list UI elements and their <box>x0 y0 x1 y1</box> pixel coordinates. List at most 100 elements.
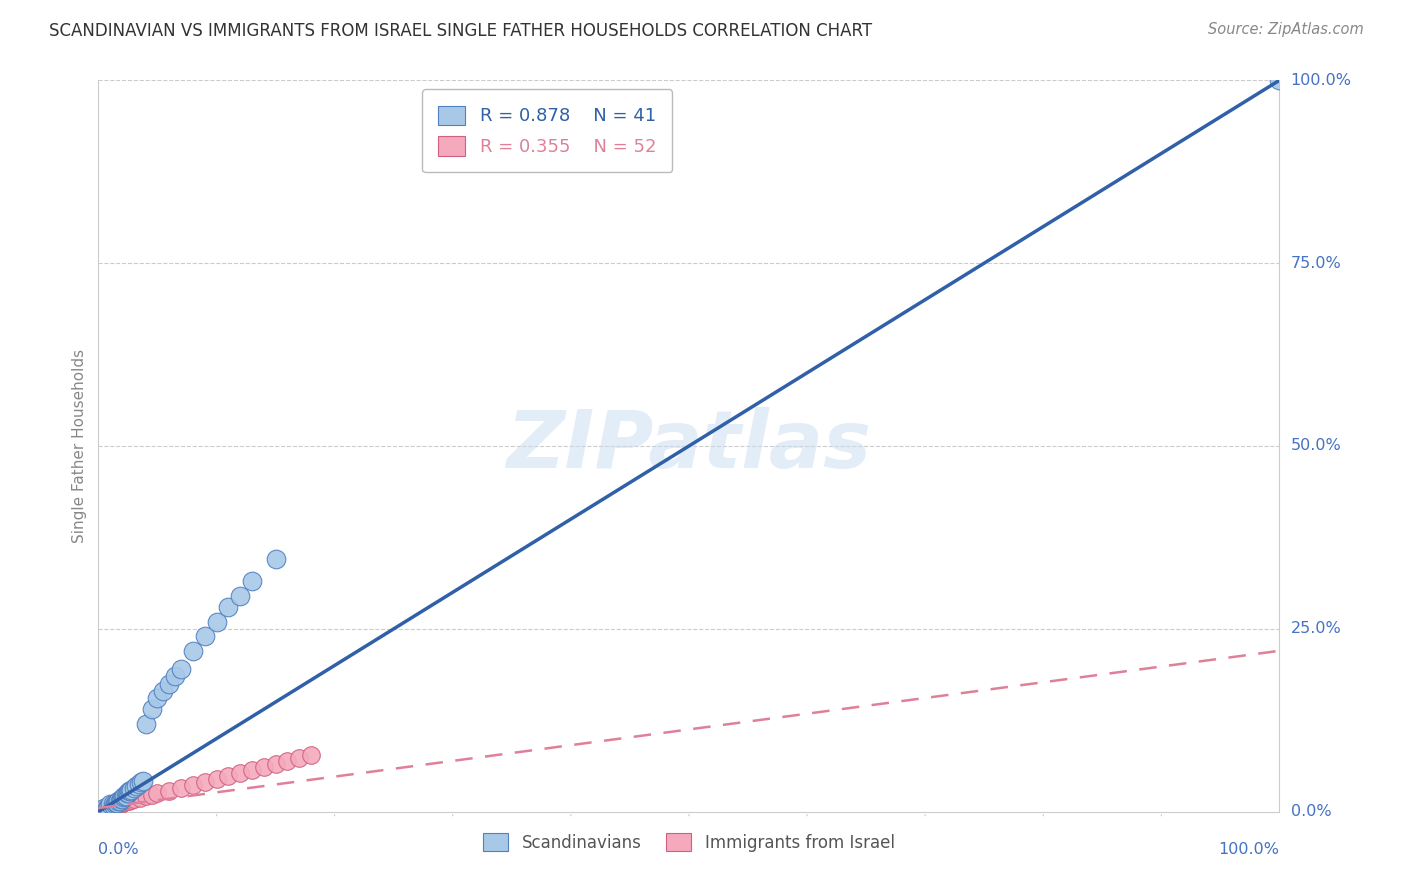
Point <box>101 797 124 812</box>
Point <box>121 793 143 807</box>
Point <box>141 788 163 802</box>
Text: Source: ZipAtlas.com: Source: ZipAtlas.com <box>1208 22 1364 37</box>
Point <box>110 797 132 811</box>
Point <box>100 799 122 814</box>
Point <box>146 691 169 706</box>
Point <box>165 669 187 683</box>
Y-axis label: Single Father Households: Single Father Households <box>72 349 87 543</box>
Point <box>194 774 217 789</box>
Point <box>264 552 287 566</box>
Point <box>105 798 128 813</box>
Point <box>181 644 204 658</box>
Point <box>132 774 155 789</box>
Point <box>96 800 118 814</box>
Point <box>97 801 120 815</box>
Point <box>111 796 134 810</box>
Text: 100.0%: 100.0% <box>1219 842 1279 857</box>
Point <box>299 748 322 763</box>
Point <box>141 702 163 716</box>
Point <box>288 751 311 765</box>
Point <box>217 769 239 783</box>
Point <box>122 792 145 806</box>
Text: SCANDINAVIAN VS IMMIGRANTS FROM ISRAEL SINGLE FATHER HOUSEHOLDS CORRELATION CHAR: SCANDINAVIAN VS IMMIGRANTS FROM ISRAEL S… <box>49 22 872 40</box>
Point <box>114 789 136 803</box>
Text: 0.0%: 0.0% <box>98 842 139 857</box>
Point <box>105 797 128 812</box>
Point <box>91 803 114 817</box>
Point <box>107 797 129 812</box>
Point <box>103 798 125 813</box>
Point <box>105 796 128 810</box>
Point <box>93 801 115 815</box>
Text: 75.0%: 75.0% <box>1291 256 1341 270</box>
Point <box>240 574 263 589</box>
Point <box>107 794 129 808</box>
Point <box>101 798 124 813</box>
Point <box>135 717 157 731</box>
Point <box>129 775 152 789</box>
Point <box>93 803 115 817</box>
Point <box>94 802 117 816</box>
Point <box>276 754 298 768</box>
Text: 0.0%: 0.0% <box>1291 805 1331 819</box>
Point <box>115 795 138 809</box>
Point <box>217 599 239 614</box>
Point <box>108 797 131 811</box>
Point <box>98 800 121 814</box>
Point <box>93 801 115 815</box>
Point <box>94 800 117 814</box>
Point <box>108 794 131 808</box>
Point <box>96 801 118 815</box>
Point <box>112 795 135 809</box>
Point <box>111 791 134 805</box>
Point <box>104 798 127 813</box>
Point <box>100 798 122 813</box>
Point <box>135 789 157 804</box>
Point <box>152 684 174 698</box>
Point <box>98 798 121 813</box>
Point <box>194 629 217 643</box>
Point <box>122 781 145 796</box>
Point <box>205 772 228 786</box>
Point <box>121 782 143 797</box>
Point <box>91 802 114 816</box>
Point <box>118 794 141 808</box>
Point <box>101 799 124 814</box>
Point <box>205 615 228 629</box>
Point <box>105 798 128 813</box>
Legend: Scandinavians, Immigrants from Israel: Scandinavians, Immigrants from Israel <box>477 826 901 858</box>
Point <box>157 783 180 797</box>
Point <box>104 797 127 812</box>
Point <box>103 798 125 813</box>
Point <box>170 662 193 676</box>
Text: 100.0%: 100.0% <box>1291 73 1351 87</box>
Point <box>96 801 118 815</box>
Point <box>103 798 125 813</box>
Point <box>115 787 138 801</box>
Text: 25.0%: 25.0% <box>1291 622 1341 636</box>
Point <box>253 760 276 774</box>
Point <box>98 800 121 814</box>
Point <box>104 797 127 812</box>
Text: 50.0%: 50.0% <box>1291 439 1341 453</box>
Point <box>105 797 128 811</box>
Point <box>181 778 204 792</box>
Point <box>229 766 252 780</box>
Point <box>112 789 135 803</box>
Point <box>120 784 142 798</box>
Point <box>98 799 121 814</box>
Point <box>118 784 141 798</box>
Point <box>125 779 148 793</box>
Point <box>146 787 169 801</box>
Point <box>264 757 287 772</box>
Point <box>112 790 135 805</box>
Point <box>97 801 120 815</box>
Point <box>1268 73 1291 87</box>
Point <box>110 791 132 805</box>
Point <box>157 676 180 690</box>
Point <box>170 780 193 795</box>
Text: ZIPatlas: ZIPatlas <box>506 407 872 485</box>
Point <box>117 787 139 801</box>
Point <box>98 797 121 812</box>
Point <box>128 777 150 791</box>
